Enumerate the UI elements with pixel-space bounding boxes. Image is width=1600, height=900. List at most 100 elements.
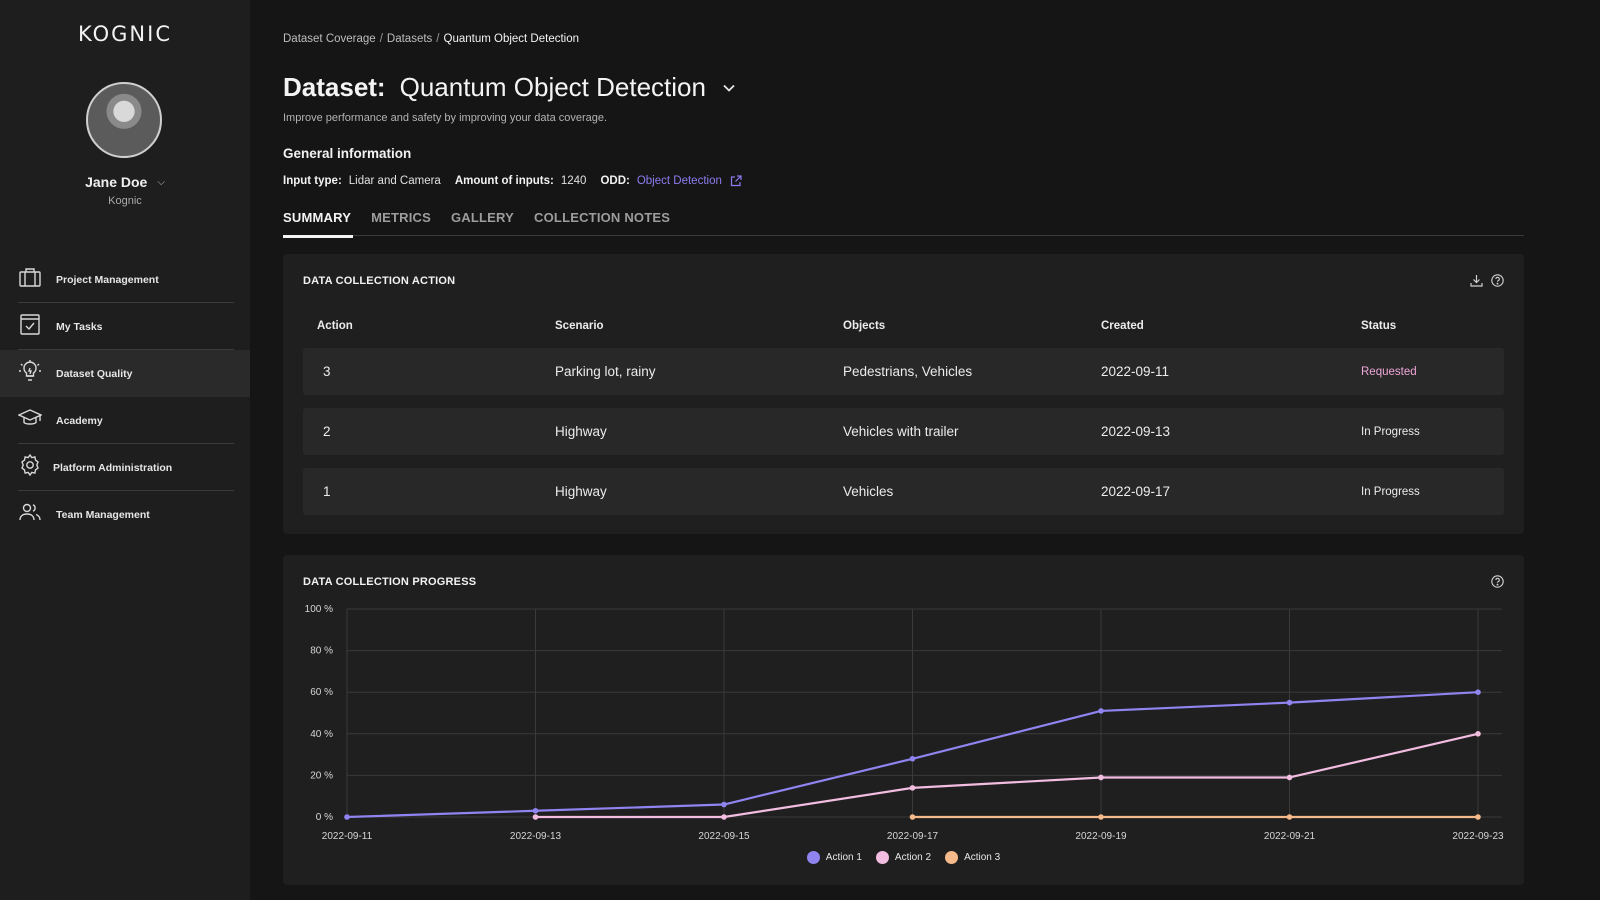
kognic-logo: KOGNIC [78, 22, 172, 46]
breadcrumb-link-datasets[interactable]: Datasets [386, 33, 433, 45]
breadcrumb-current: Quantum Object Detection [443, 33, 580, 45]
sidebar-item-team-management[interactable]: Team Management [0, 491, 250, 538]
main-content: Dataset Coverage / Datasets / Quantum Object… [283, 0, 1524, 900]
cell-objects: Pedestrians, Vehicles [843, 364, 973, 379]
column-header-created: Created [1101, 320, 1144, 332]
data-point [721, 801, 727, 808]
card-title: DATA COLLECTION ACTION [303, 275, 456, 287]
table-header: Action Scenario Objects Created Status [303, 320, 1504, 338]
y-tick-label: 60 % [310, 687, 333, 698]
card-title: DATA COLLECTION PROGRESS [303, 576, 477, 588]
sidebar-item-label: Academy [56, 414, 103, 427]
data-point [1286, 774, 1293, 781]
amount-label: Amount of inputs: [454, 175, 554, 187]
task-checkbox-icon [18, 312, 42, 341]
cell-action: 2 [323, 424, 331, 439]
card-actions [1491, 575, 1504, 588]
tab-gallery[interactable]: GALLERY [451, 210, 515, 225]
table-row[interactable]: 3 Parking lot, rainy Pedestrians, Vehicl… [303, 348, 1504, 395]
legend-label: Action 1 [825, 852, 862, 863]
status-badge: Requested [1361, 365, 1417, 378]
breadcrumb-separator: / [379, 33, 383, 45]
page-title-prefix: Dataset: [283, 72, 386, 102]
cell-created: 2022-09-13 [1101, 424, 1171, 439]
input-type-value: Lidar and Camera [348, 175, 441, 187]
odd-link[interactable]: Object Detection [636, 175, 722, 187]
data-point [909, 755, 916, 762]
progress-line-chart: 0 % 20 % 40 % 60 % 80 % 100 % 2022-09-11 2022-0… [305, 604, 1504, 842]
cell-scenario: Parking lot, rainy [555, 364, 656, 379]
cell-action: 1 [323, 484, 331, 499]
x-tick-label: 2022-09-15 [698, 831, 750, 842]
odd-label: ODD: [600, 175, 630, 187]
sidebar-item-my-tasks[interactable]: My Tasks [0, 303, 250, 350]
gear-icon [18, 453, 42, 482]
download-icon[interactable] [1470, 274, 1483, 287]
data-point [1286, 814, 1293, 820]
y-tick-label: 40 % [310, 729, 333, 740]
status-badge: In Progress [1361, 485, 1420, 498]
tab-summary[interactable]: SUMMARY [283, 206, 354, 238]
general-info-row: Input type: Lidar and Camera Amount of i… [283, 175, 742, 187]
x-tick-label: 2022-09-11 [322, 831, 373, 842]
data-point [1475, 814, 1481, 820]
dataset-selector[interactable]: Quantum Object Detection [399, 72, 706, 102]
legend-item-action-1[interactable]: Action 1 [806, 851, 862, 864]
legend-item-action-3[interactable]: Action 3 [945, 851, 1000, 864]
briefcase-icon [18, 265, 42, 294]
x-tick-label: 2022-09-19 [1075, 831, 1127, 842]
sidebar-item-label: Dataset Quality [56, 367, 133, 380]
y-tick-label: 0 % [316, 812, 333, 823]
help-icon[interactable] [1491, 274, 1504, 287]
external-link-icon[interactable] [730, 175, 742, 187]
sidebar-item-label: Project Management [56, 273, 159, 286]
chevron-down-icon[interactable] [722, 81, 736, 95]
data-point [1475, 689, 1481, 695]
user-menu[interactable]: Jane Doe ⌵ [0, 174, 250, 190]
y-tick-label: 100 % [305, 604, 333, 615]
x-tick-label: 2022-09-13 [510, 831, 562, 842]
breadcrumb-separator: / [436, 33, 440, 45]
help-icon[interactable] [1491, 575, 1504, 588]
sidebar-item-dataset-quality[interactable]: Dataset Quality [0, 350, 250, 397]
tab-collection-notes[interactable]: COLLECTION NOTES [534, 210, 671, 225]
breadcrumb-link-dataset-coverage[interactable]: Dataset Coverage [283, 33, 376, 45]
avatar[interactable] [86, 82, 162, 158]
column-header-objects: Objects [843, 320, 886, 332]
page-title: Dataset: Quantum Object Detection [283, 72, 736, 103]
table-row[interactable]: 2 Highway Vehicles with trailer 2022-09-… [303, 408, 1504, 455]
data-point [721, 814, 727, 820]
general-info-title: General information [283, 146, 412, 161]
breadcrumb: Dataset Coverage / Datasets / Quantum Object… [283, 33, 579, 45]
card-actions [1470, 274, 1504, 287]
divider [18, 349, 234, 350]
amount-value: 1240 [560, 175, 587, 187]
sidebar-item-platform-administration[interactable]: Platform Administration [0, 444, 250, 491]
legend-item-action-2[interactable]: Action 2 [875, 851, 932, 864]
cell-scenario: Highway [555, 484, 607, 499]
cell-action: 3 [323, 364, 331, 379]
sidebar-item-label: My Tasks [56, 320, 103, 333]
legend-label: Action 2 [894, 852, 932, 863]
table-row[interactable]: 1 Highway Vehicles 2022-09-17 In Progres… [303, 468, 1504, 515]
data-point [1098, 708, 1104, 714]
sidebar-item-academy[interactable]: Academy [0, 397, 250, 444]
x-tick-label: 2022-09-23 [1452, 831, 1504, 842]
x-tick-label: 2022-09-17 [887, 831, 939, 842]
legend-swatch [875, 851, 889, 864]
users-icon [18, 500, 42, 529]
data-point [532, 807, 539, 814]
y-tick-label: 80 % [310, 646, 333, 657]
data-point [1475, 731, 1481, 737]
divider [18, 490, 234, 491]
x-tick-label: 2022-09-21 [1264, 831, 1316, 842]
sidebar-item-label: Platform Administration [53, 461, 173, 474]
sidebar-item-project-management[interactable]: Project Management [0, 256, 250, 303]
data-collection-action-card: DATA COLLECTION ACTION Action Scenario O… [283, 254, 1524, 534]
data-point [1098, 774, 1104, 781]
legend-label: Action 3 [964, 852, 1001, 863]
graduation-cap-icon [17, 406, 43, 435]
tab-metrics[interactable]: METRICS [371, 210, 431, 225]
data-point [1286, 699, 1293, 706]
cell-created: 2022-09-17 [1101, 484, 1171, 499]
